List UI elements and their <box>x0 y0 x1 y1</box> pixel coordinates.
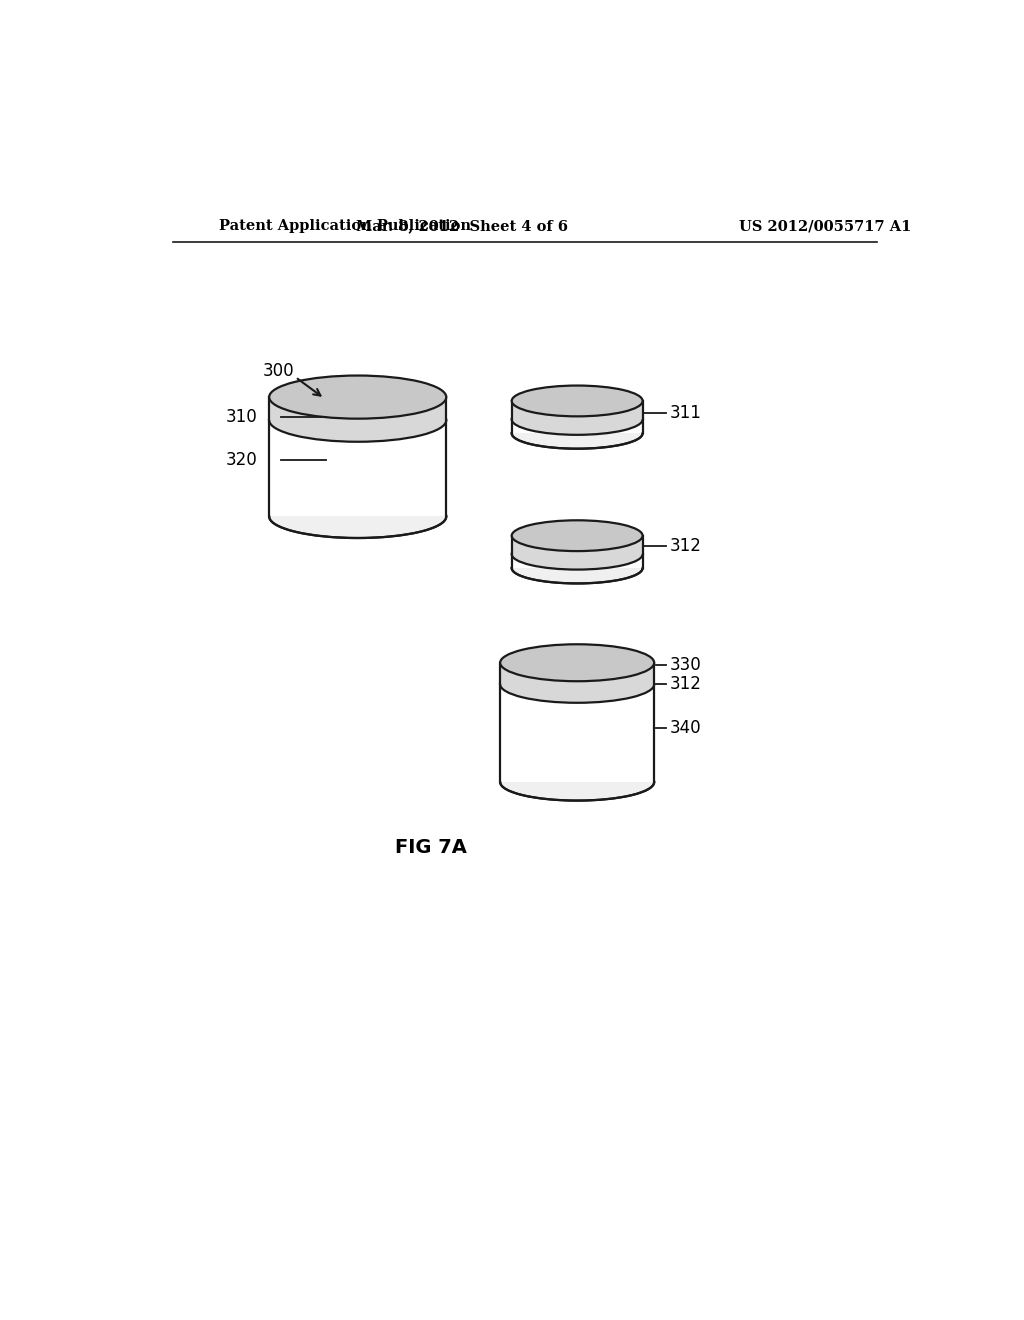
Text: 340: 340 <box>670 719 701 737</box>
Text: 311: 311 <box>670 404 701 421</box>
Ellipse shape <box>512 539 643 570</box>
Text: 320: 320 <box>226 451 258 469</box>
Polygon shape <box>512 554 643 568</box>
Polygon shape <box>500 663 654 684</box>
Text: 310: 310 <box>226 408 258 426</box>
Polygon shape <box>512 420 643 433</box>
Polygon shape <box>512 420 643 433</box>
Polygon shape <box>512 401 643 420</box>
Ellipse shape <box>512 385 643 416</box>
Ellipse shape <box>269 399 446 442</box>
Polygon shape <box>512 401 643 420</box>
Ellipse shape <box>269 495 446 539</box>
Text: Mar. 8, 2012  Sheet 4 of 6: Mar. 8, 2012 Sheet 4 of 6 <box>355 219 567 234</box>
Polygon shape <box>512 536 643 554</box>
Ellipse shape <box>269 376 446 418</box>
Polygon shape <box>269 420 446 516</box>
Text: 312: 312 <box>670 537 701 556</box>
Ellipse shape <box>512 520 643 552</box>
Ellipse shape <box>512 553 643 583</box>
Text: 330: 330 <box>670 656 701 675</box>
Text: 300: 300 <box>263 362 295 380</box>
Text: US 2012/0055717 A1: US 2012/0055717 A1 <box>739 219 911 234</box>
Polygon shape <box>512 536 643 554</box>
Polygon shape <box>512 554 643 568</box>
Ellipse shape <box>512 418 643 449</box>
Polygon shape <box>500 684 654 781</box>
Polygon shape <box>500 663 654 684</box>
Ellipse shape <box>500 665 654 702</box>
Text: 312: 312 <box>670 675 701 693</box>
Polygon shape <box>269 397 446 420</box>
Text: FIG 7A: FIG 7A <box>395 838 467 857</box>
Text: Patent Application Publication: Patent Application Publication <box>219 219 471 234</box>
Polygon shape <box>269 397 446 420</box>
Ellipse shape <box>500 763 654 800</box>
Polygon shape <box>500 684 654 781</box>
Ellipse shape <box>500 644 654 681</box>
Polygon shape <box>269 420 446 516</box>
Ellipse shape <box>512 404 643 434</box>
